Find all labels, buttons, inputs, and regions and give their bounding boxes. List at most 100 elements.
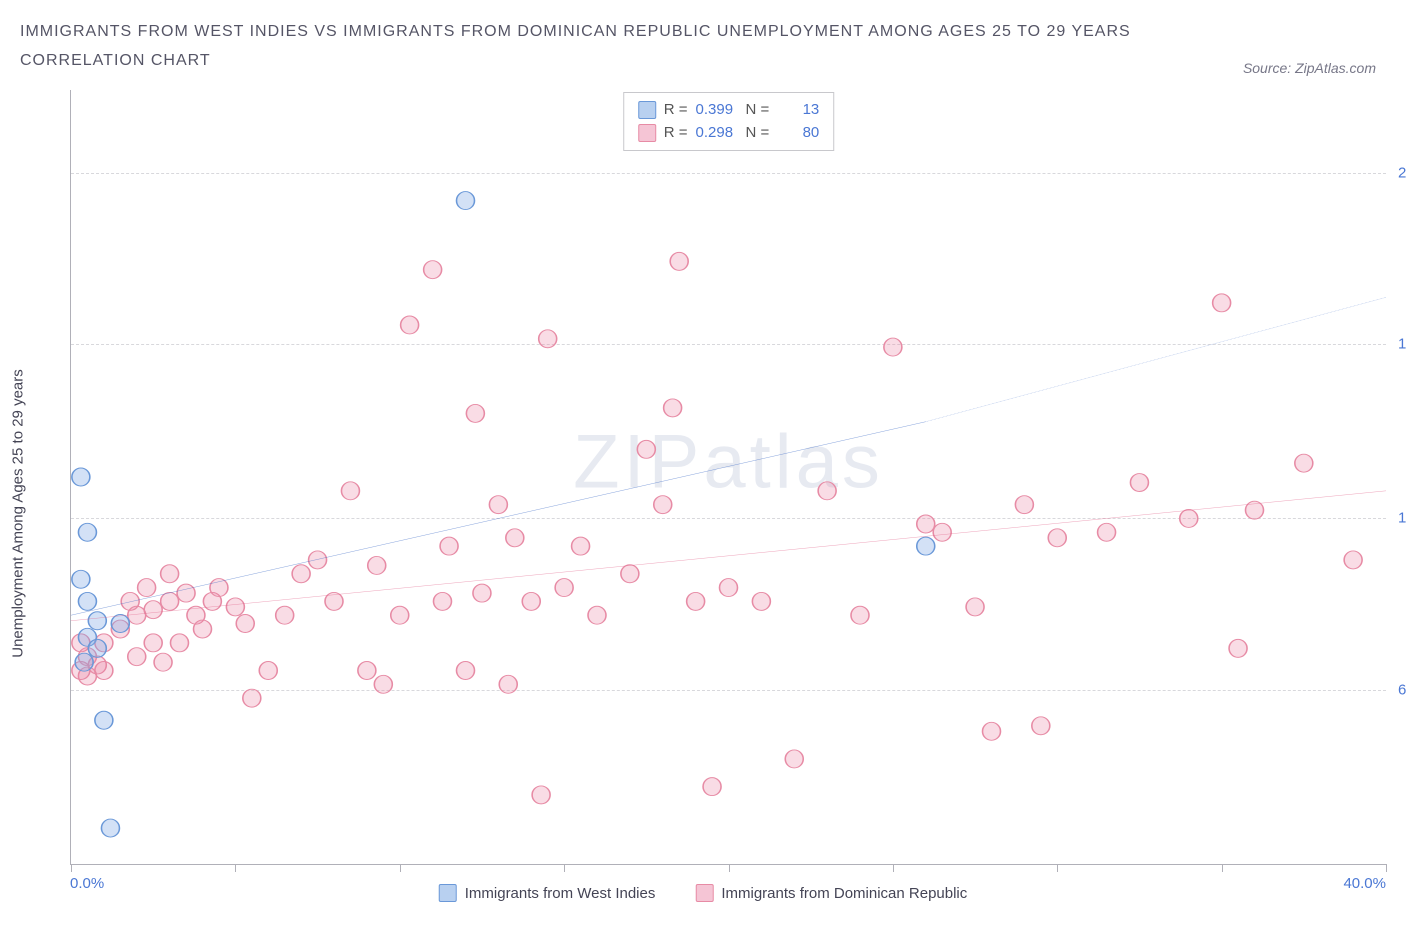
- scatter-point: [72, 468, 90, 486]
- scatter-point: [95, 662, 113, 680]
- swatch-west-indies: [638, 101, 656, 119]
- scatter-point: [473, 584, 491, 602]
- x-tick: [893, 864, 894, 872]
- scatter-point: [917, 515, 935, 533]
- scatter-point: [276, 606, 294, 624]
- scatter-point: [466, 404, 484, 422]
- scatter-point: [489, 496, 507, 514]
- scatter-point: [1213, 294, 1231, 312]
- x-tick: [564, 864, 565, 872]
- scatter-point: [161, 565, 179, 583]
- scatter-point: [95, 711, 113, 729]
- x-tick: [400, 864, 401, 872]
- scatter-point: [374, 675, 392, 693]
- x-tick: [1222, 864, 1223, 872]
- y-tick-label: 25.0%: [1388, 164, 1406, 181]
- scatter-point: [703, 778, 721, 796]
- n-value-dr: 80: [777, 122, 819, 145]
- trend-line-extrapolated: [926, 297, 1386, 421]
- legend-item-wi: Immigrants from West Indies: [439, 884, 656, 902]
- x-tick: [1386, 864, 1387, 872]
- scatter-point: [128, 648, 146, 666]
- scatter-point: [983, 722, 1001, 740]
- y-tick-label: 6.3%: [1388, 681, 1406, 698]
- scatter-point: [78, 523, 96, 541]
- scatter-point: [1032, 717, 1050, 735]
- scatter-point: [785, 750, 803, 768]
- scatter-point: [572, 537, 590, 555]
- scatter-point: [236, 615, 254, 633]
- scatter-point: [88, 612, 106, 630]
- scatter-point: [1295, 454, 1313, 472]
- r-label: R =: [664, 122, 688, 145]
- y-axis-label: Unemployment Among Ages 25 to 29 years: [10, 369, 27, 658]
- scatter-svg: [71, 90, 1386, 864]
- scatter-point: [210, 579, 228, 597]
- chart-header: IMMIGRANTS FROM WEST INDIES VS IMMIGRANT…: [0, 0, 1406, 80]
- swatch-dominican: [638, 124, 656, 142]
- x-min-label: 0.0%: [70, 875, 104, 892]
- scatter-point: [144, 634, 162, 652]
- scatter-point: [325, 592, 343, 610]
- chart-title-line1: IMMIGRANTS FROM WEST INDIES VS IMMIGRANT…: [20, 18, 1386, 47]
- stats-row-wi: R = 0.399 N = 13: [638, 99, 820, 122]
- series-name-wi: Immigrants from West Indies: [465, 885, 656, 902]
- scatter-point: [637, 440, 655, 458]
- scatter-point: [457, 192, 475, 210]
- n-label: N =: [746, 99, 770, 122]
- trend-line: [71, 422, 926, 615]
- n-label: N =: [746, 122, 770, 145]
- scatter-point: [818, 482, 836, 500]
- scatter-point: [259, 662, 277, 680]
- plot-region: ZIPatlas R = 0.399 N = 13 R = 0.298 N = …: [70, 90, 1386, 865]
- series-name-dr: Immigrants from Dominican Republic: [721, 885, 967, 902]
- r-label: R =: [664, 99, 688, 122]
- scatter-point: [670, 252, 688, 270]
- scatter-point: [401, 316, 419, 334]
- swatch-west-indies: [439, 884, 457, 902]
- scatter-point: [1180, 509, 1198, 527]
- scatter-point: [499, 675, 517, 693]
- scatter-point: [1130, 474, 1148, 492]
- scatter-point: [358, 662, 376, 680]
- scatter-point: [457, 662, 475, 680]
- scatter-point: [88, 639, 106, 657]
- scatter-point: [687, 592, 705, 610]
- scatter-point: [555, 579, 573, 597]
- scatter-point: [368, 556, 386, 574]
- scatter-point: [1048, 529, 1066, 547]
- x-tick: [729, 864, 730, 872]
- scatter-point: [101, 819, 119, 837]
- chart-area: Unemployment Among Ages 25 to 29 years Z…: [10, 90, 1396, 920]
- y-tick-label: 18.8%: [1388, 336, 1406, 353]
- chart-title-line2: CORRELATION CHART: [20, 47, 1386, 76]
- scatter-point: [111, 615, 129, 633]
- source-attribution: Source: ZipAtlas.com: [1243, 60, 1376, 76]
- r-value-wi: 0.399: [696, 99, 738, 122]
- series-legend: Immigrants from West Indies Immigrants f…: [439, 884, 968, 902]
- scatter-point: [621, 565, 639, 583]
- scatter-point: [161, 592, 179, 610]
- scatter-point: [522, 592, 540, 610]
- scatter-point: [75, 653, 93, 671]
- scatter-point: [72, 570, 90, 588]
- scatter-point: [292, 565, 310, 583]
- scatter-point: [341, 482, 359, 500]
- scatter-point: [170, 634, 188, 652]
- scatter-point: [917, 537, 935, 555]
- scatter-point: [1229, 639, 1247, 657]
- scatter-point: [194, 620, 212, 638]
- swatch-dominican: [695, 884, 713, 902]
- scatter-point: [1344, 551, 1362, 569]
- scatter-point: [539, 330, 557, 348]
- scatter-point: [1098, 523, 1116, 541]
- x-tick: [1057, 864, 1058, 872]
- y-tick-label: 12.5%: [1388, 510, 1406, 527]
- x-tick: [235, 864, 236, 872]
- scatter-point: [588, 606, 606, 624]
- scatter-point: [433, 592, 451, 610]
- scatter-point: [851, 606, 869, 624]
- scatter-point: [128, 606, 146, 624]
- scatter-point: [664, 399, 682, 417]
- scatter-point: [966, 598, 984, 616]
